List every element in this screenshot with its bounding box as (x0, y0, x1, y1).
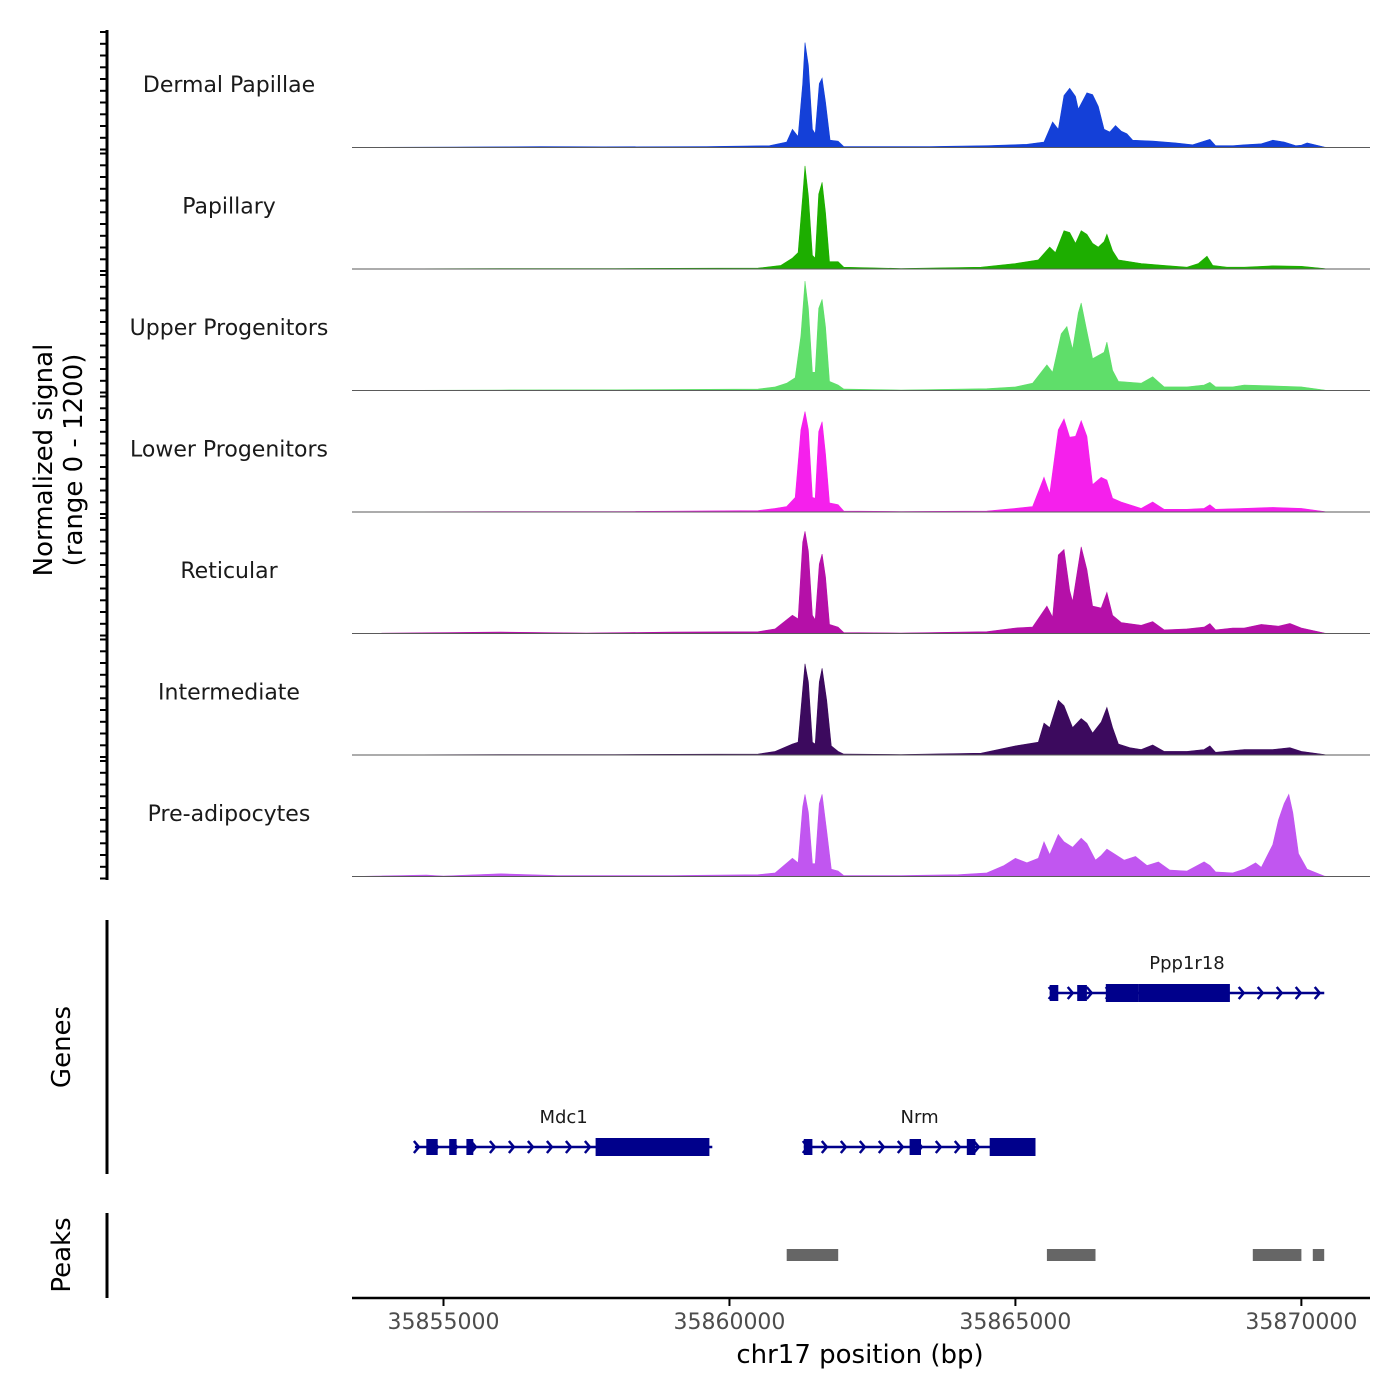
strand-arrow (858, 1140, 867, 1154)
strand-arrow (1085, 986, 1094, 1000)
track-intermediate: Intermediate (158, 663, 1370, 756)
strand-arrow (1294, 986, 1303, 1000)
coverage-area-lower-progenitors (351, 411, 1370, 513)
gene-exon (1105, 984, 1139, 1002)
strand-arrow (583, 1140, 592, 1154)
strand-arrow (545, 1140, 554, 1154)
strand-arrow (412, 1140, 421, 1154)
strand-arrow (507, 1140, 516, 1154)
coverage-area-dermal-papillae (351, 42, 1370, 148)
gene-exon (803, 1139, 813, 1155)
gene-exon (449, 1139, 457, 1155)
peak-region (786, 1249, 839, 1261)
strand-arrow (1256, 986, 1265, 1000)
track-label-dermal-papillae: Dermal Papillae (143, 73, 315, 98)
strand-arrow (1313, 986, 1322, 1000)
x-tick-label: 35865000 (959, 1310, 1071, 1335)
strand-arrow (953, 1140, 962, 1154)
strand-arrow (877, 1140, 886, 1154)
coverage-area-papillary (351, 165, 1370, 270)
coverage-area-reticular (351, 531, 1370, 634)
track-label-papillary: Papillary (182, 195, 276, 220)
strand-arrow (1237, 986, 1246, 1000)
gene-label: Mdc1 (539, 1107, 587, 1128)
strand-arrow (934, 1140, 943, 1154)
track-label-upper-progenitors: Upper Progenitors (130, 316, 329, 341)
gene-mdc1: Mdc1 (412, 1107, 713, 1156)
coverage-area-pre-adipocytes (351, 793, 1370, 877)
strand-arrow (564, 1140, 573, 1154)
track-papillary: Papillary (182, 165, 1370, 270)
x-tick-label: 35855000 (388, 1310, 500, 1335)
x-tick-label: 35870000 (1245, 1310, 1357, 1335)
y-axis-title-group: Normalized signal (range 0 - 1200) (29, 344, 89, 577)
gene-label: Nrm (901, 1107, 939, 1128)
gene-exon (989, 1138, 1036, 1156)
gene-exon (426, 1139, 438, 1155)
gene-exon (466, 1139, 474, 1155)
y-axis-title: Normalized signal (29, 344, 59, 577)
peak-region (1252, 1249, 1302, 1261)
genes-panel-label: Genes (47, 1006, 77, 1088)
x-axis: 35855000 35860000 35865000 35870000 (388, 1298, 1357, 1335)
track-lower-progenitors: Lower Progenitors (130, 411, 1370, 513)
track-reticular: Reticular (180, 531, 1370, 634)
track-pre-adipocytes: Pre-adipocytes (148, 793, 1370, 877)
gene-nrm: Nrm (801, 1107, 1036, 1156)
coverage-area-upper-progenitors (351, 280, 1370, 391)
gene-exon (595, 1138, 710, 1156)
x-axis-title: chr17 position (bp) (736, 1340, 983, 1370)
strand-arrow (839, 1140, 848, 1154)
gene-annotation-track: Ppp1r18 Mdc1 Nrm (412, 953, 1325, 1156)
coverage-tracks: Dermal Papillae Papillary Upper Progenitor… (130, 42, 1370, 877)
x-tick-label: 35860000 (673, 1310, 785, 1335)
strand-arrow (1066, 986, 1075, 1000)
strand-arrow (488, 1140, 497, 1154)
gene-exon (909, 1139, 921, 1155)
strand-arrow (1275, 986, 1284, 1000)
gene-ppp1r18: Ppp1r18 (1047, 953, 1325, 1002)
gene-exon (1077, 985, 1087, 1001)
peak-region (1046, 1249, 1096, 1261)
gene-exon (966, 1139, 976, 1155)
track-label-intermediate: Intermediate (158, 681, 300, 706)
peaks-panel-label: Peaks (47, 1217, 77, 1292)
gene-exon (1138, 984, 1230, 1002)
track-label-reticular: Reticular (180, 559, 278, 584)
coverage-area-intermediate (351, 663, 1370, 756)
strand-arrow (820, 1140, 829, 1154)
strand-arrow (896, 1140, 905, 1154)
track-label-lower-progenitors: Lower Progenitors (130, 438, 328, 463)
y-axis-range-label: (range 0 - 1200) (59, 354, 89, 567)
track-label-pre-adipocytes: Pre-adipocytes (148, 802, 311, 827)
strand-arrow (526, 1140, 535, 1154)
track-upper-progenitors: Upper Progenitors (130, 280, 1370, 391)
strand-arrow (972, 1140, 981, 1154)
gene-label: Ppp1r18 (1149, 953, 1224, 974)
gene-exon (1049, 985, 1059, 1001)
signal-axis (100, 30, 109, 880)
track-dermal-papillae: Dermal Papillae (143, 42, 1370, 148)
peaks-track (786, 1249, 1325, 1261)
peak-region (1312, 1249, 1325, 1261)
